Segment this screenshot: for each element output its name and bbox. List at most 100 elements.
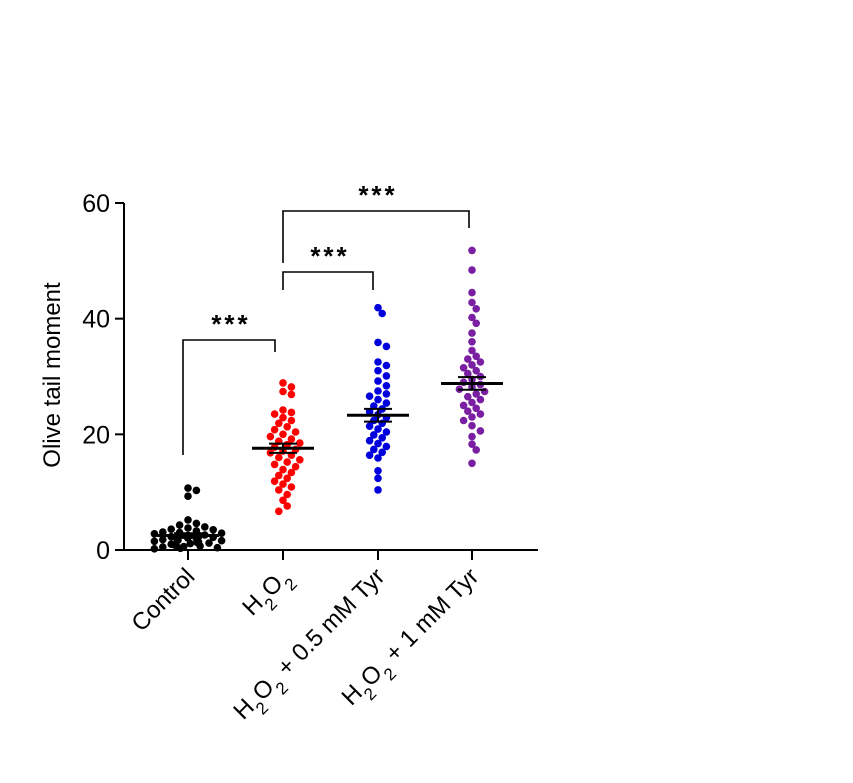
data-point — [366, 451, 374, 459]
category-labels: Control H2O2H2O2 + 0.5 mM TyrH2O2 + 1 mM … — [126, 563, 489, 730]
data-point — [366, 422, 374, 430]
data-point — [292, 428, 300, 436]
data-point — [275, 454, 283, 462]
data-point — [184, 492, 192, 500]
data-point — [271, 461, 279, 469]
data-point — [374, 387, 382, 395]
data-point — [374, 486, 382, 494]
data-point — [383, 372, 391, 380]
data-point — [288, 409, 296, 417]
significance-label: *** — [310, 241, 349, 271]
data-point — [167, 525, 175, 533]
data-point — [468, 460, 476, 468]
x-axis — [124, 550, 538, 560]
y-tick-label: 0 — [96, 537, 110, 565]
y-tick-label: 60 — [82, 190, 110, 218]
data-point — [468, 247, 476, 255]
data-point — [468, 329, 476, 337]
data-point — [279, 406, 287, 414]
data-point — [477, 427, 485, 435]
data-point — [378, 310, 386, 318]
data-point — [374, 467, 382, 475]
data-point — [275, 486, 283, 494]
data-point — [374, 377, 382, 385]
data-point — [374, 339, 382, 347]
mean-sem-bars — [157, 377, 503, 538]
data-point — [468, 266, 476, 274]
y-tick-label: 20 — [82, 421, 110, 449]
data-point — [374, 396, 382, 404]
data-point — [366, 392, 374, 400]
data-point — [196, 542, 204, 550]
data-point — [296, 439, 304, 447]
data-point — [296, 456, 304, 464]
data-point — [477, 396, 485, 404]
data-point — [366, 437, 374, 445]
data-point — [187, 540, 195, 548]
significance-brackets: *** *** *** — [183, 180, 469, 455]
data-point — [383, 343, 391, 351]
data-point — [176, 521, 184, 529]
data-point — [151, 538, 159, 546]
data-point — [275, 508, 283, 516]
data-point — [468, 289, 476, 297]
data-point — [288, 383, 296, 391]
data-point — [283, 502, 291, 510]
data-point — [374, 358, 382, 366]
data-point — [374, 454, 382, 462]
category-label: H2O2 — [237, 563, 300, 626]
data-point — [177, 545, 185, 553]
data-point — [279, 388, 287, 396]
data-point — [383, 362, 391, 370]
data-point — [275, 420, 283, 428]
data-point — [271, 477, 279, 485]
data-point — [472, 446, 480, 454]
significance-label: *** — [358, 180, 397, 210]
data-point — [468, 413, 476, 421]
data-point — [201, 523, 209, 531]
data-point — [184, 516, 192, 524]
data-point — [184, 484, 192, 492]
data-point — [193, 487, 201, 495]
data-point — [288, 391, 296, 399]
significance-label: *** — [211, 309, 250, 339]
category-label: Control — [126, 563, 200, 637]
data-point — [267, 433, 275, 441]
data-point — [383, 382, 391, 390]
data-point — [283, 458, 291, 466]
data-point — [209, 526, 217, 534]
data-point — [279, 431, 287, 439]
data-point — [472, 320, 480, 328]
data-point — [472, 305, 480, 313]
data-point — [383, 390, 391, 398]
data-point — [218, 537, 226, 545]
data-point — [288, 417, 296, 425]
significance-bracket — [283, 272, 373, 290]
data-point — [271, 410, 279, 418]
data-point — [374, 475, 382, 483]
significance-bracket — [183, 340, 275, 455]
data-point — [184, 524, 192, 532]
y-axis-title: Olive tail moment — [39, 282, 66, 468]
data-point — [468, 422, 476, 430]
data-point — [288, 483, 296, 491]
data-point — [271, 426, 279, 434]
data-point — [214, 544, 222, 552]
data-point — [151, 545, 159, 553]
data-point — [193, 520, 201, 528]
data-point — [374, 367, 382, 375]
data-points — [151, 247, 489, 553]
data-point — [279, 379, 287, 387]
data-point — [477, 410, 485, 418]
data-point — [159, 543, 167, 551]
y-tick-label: 40 — [82, 306, 110, 334]
data-point — [205, 539, 213, 547]
data-point — [283, 423, 291, 431]
data-point — [468, 433, 476, 441]
data-point — [468, 299, 476, 307]
data-point — [468, 338, 476, 346]
y-axis: 0 20 40 60 — [82, 190, 124, 565]
category-label: H2O2 + 0.5 mM Tyr — [228, 563, 395, 730]
data-point — [477, 358, 485, 366]
